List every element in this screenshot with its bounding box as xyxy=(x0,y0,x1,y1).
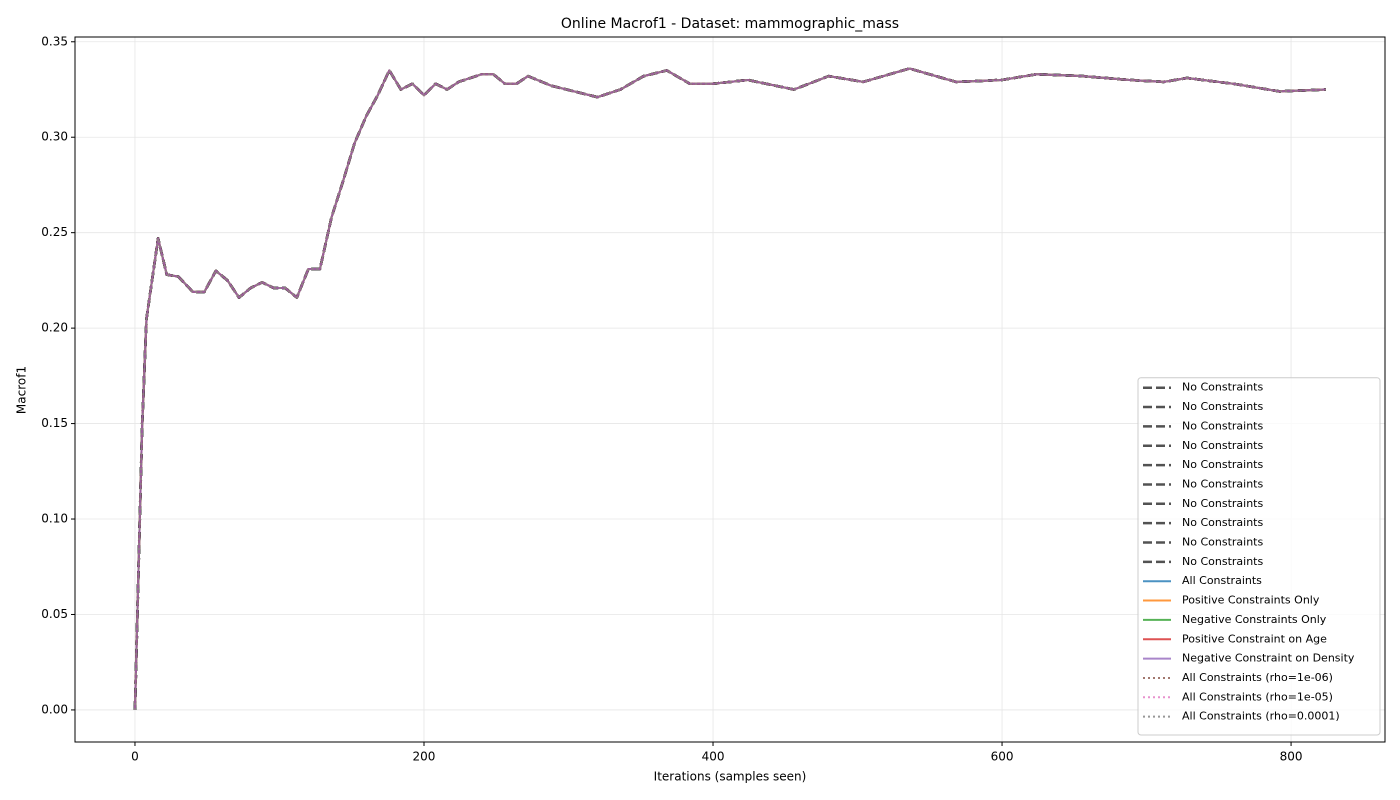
legend-label: All Constraints (rho=0.0001) xyxy=(1182,710,1340,723)
legend-label: All Constraints (rho=1e-06) xyxy=(1182,671,1333,684)
legend-label: No Constraints xyxy=(1182,516,1263,529)
x-axis-label: Iterations (samples seen) xyxy=(654,770,807,784)
legend-label: No Constraints xyxy=(1182,458,1263,471)
legend-label: All Constraints xyxy=(1182,574,1262,587)
legend-label: No Constraints xyxy=(1182,381,1263,394)
legend-box xyxy=(1137,377,1381,736)
x-tick-label: 400 xyxy=(702,750,725,764)
chart-title: Online Macrof1 - Dataset: mammographic_m… xyxy=(561,16,899,32)
y-tick-label: 0.15 xyxy=(41,416,68,430)
series-line xyxy=(133,67,1326,710)
y-tick-label: 0.20 xyxy=(41,321,68,335)
legend-label: Positive Constraint on Age xyxy=(1182,632,1327,645)
legend-label: Negative Constraint on Density xyxy=(1182,652,1355,665)
x-tick-label: 200 xyxy=(413,750,436,764)
y-tick-label: 0.10 xyxy=(41,512,68,526)
legend-label: No Constraints xyxy=(1182,555,1263,568)
y-tick-label: 0.35 xyxy=(41,34,68,48)
x-tick-label: 600 xyxy=(991,750,1014,764)
axes-layer: 0 200 400 600 800 0.00 0.05 0.10 0.15 0.20 0.25 0.3… xyxy=(41,34,1302,763)
y-tick-label: 0.30 xyxy=(41,130,68,144)
legend-label: No Constraints xyxy=(1182,419,1263,432)
y-tick-label: 0.00 xyxy=(41,702,68,716)
y-tick-label: 0.05 xyxy=(41,607,68,621)
legend-label: No Constraints xyxy=(1182,497,1263,510)
legend-label: No Constraints xyxy=(1182,477,1263,490)
legend-label: All Constraints (rho=1e-05) xyxy=(1182,690,1333,703)
legend: No Constraints No Constraints No Constrain… xyxy=(1137,377,1381,736)
plot-frame xyxy=(74,36,1386,743)
lines-layer xyxy=(133,67,1326,710)
legend-label: Positive Constraints Only xyxy=(1182,594,1320,607)
y-tick-label: 0.25 xyxy=(41,225,68,239)
y-axis-label: Macrof1 xyxy=(15,366,29,414)
legend-label: No Constraints xyxy=(1182,536,1263,549)
legend-label: No Constraints xyxy=(1182,400,1263,413)
x-tick-label: 0 xyxy=(131,750,139,764)
x-tick-label: 800 xyxy=(1280,750,1303,764)
legend-label: No Constraints xyxy=(1182,439,1263,452)
legend-label: Negative Constraints Only xyxy=(1182,613,1327,626)
